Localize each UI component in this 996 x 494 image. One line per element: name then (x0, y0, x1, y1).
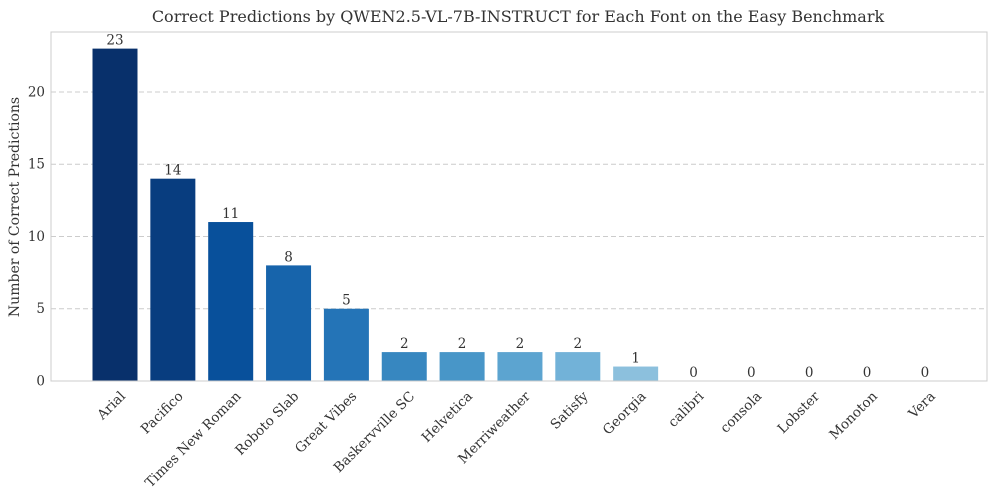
y-tick-label: 15 (28, 157, 45, 173)
data-label: 14 (164, 163, 181, 179)
x-tick-label: Times New Roman (142, 388, 245, 491)
data-label: 0 (921, 365, 930, 381)
bar-georgia (613, 366, 659, 381)
data-label: 0 (805, 365, 814, 381)
bar-great-vibes (323, 308, 369, 381)
data-label: 2 (574, 336, 583, 352)
y-tick-label: 10 (28, 229, 45, 245)
data-label: 2 (516, 336, 525, 352)
data-label: 5 (342, 293, 351, 309)
y-tick-label: 20 (28, 84, 45, 100)
data-label: 11 (222, 206, 239, 222)
data-label: 0 (689, 365, 698, 381)
gridlines (51, 91, 987, 310)
x-tick-label: Vera (905, 389, 939, 423)
x-tick-label: consola (717, 389, 765, 437)
chart-title: Correct Predictions by QWEN2.5-VL-7B-INS… (152, 7, 885, 26)
x-tick-label: Georgia (600, 389, 650, 439)
data-label: 2 (458, 336, 467, 352)
plot-frame (50, 31, 988, 382)
y-tick-label: 5 (36, 301, 45, 317)
y-axis-ticks: 0 5 10 15 20 (28, 84, 45, 389)
bar-satisfy (555, 352, 601, 381)
data-label: 1 (631, 351, 640, 367)
y-tick-label: 0 (36, 374, 45, 390)
bar-helvetica (439, 352, 485, 381)
data-label: 2 (400, 336, 409, 352)
y-axis-label: Number of Correct Predictions (7, 97, 23, 317)
x-tick-label: calibri (665, 388, 708, 431)
x-tick-label: Monoton (826, 388, 881, 443)
data-label: 0 (747, 365, 756, 381)
data-label: 0 (863, 365, 872, 381)
x-tick-label: Arial (94, 389, 129, 424)
x-tick-label: Helvetica (419, 389, 476, 446)
x-tick-label: Lobster (775, 388, 824, 437)
bar-arial (92, 48, 138, 381)
bar-times-new-roman (208, 222, 254, 381)
x-tick-label: Pacifico (138, 389, 187, 438)
data-label: 8 (284, 249, 293, 265)
data-labels: 23 14 11 8 5 2 2 2 2 1 0 0 0 0 0 (106, 33, 929, 381)
bar-baskervville-sc (381, 352, 427, 381)
bar-roboto-slab (266, 265, 312, 381)
bars (92, 48, 659, 381)
x-tick-label: Satisfy (547, 388, 592, 433)
bar-pacifico (150, 178, 196, 381)
bar-merriweather (497, 352, 543, 381)
data-label: 23 (106, 33, 123, 49)
